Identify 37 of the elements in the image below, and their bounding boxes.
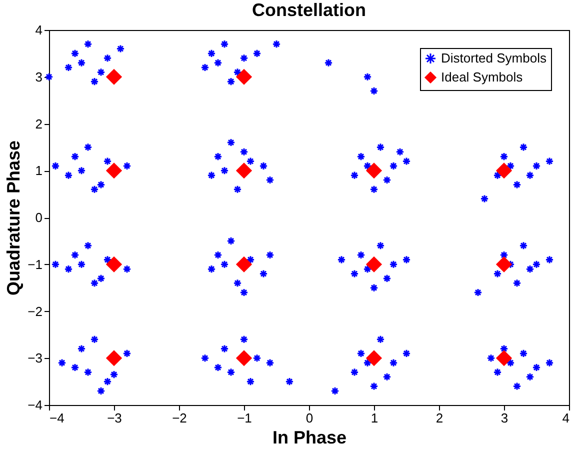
point xyxy=(496,350,512,366)
x-tick-label: −2 xyxy=(172,410,187,426)
x-tick-label: 2 xyxy=(436,410,444,426)
point xyxy=(366,162,382,179)
chart-title: Constellation xyxy=(252,0,366,20)
y-tick-label: 1 xyxy=(35,163,42,178)
y-tick-label: −2 xyxy=(28,304,42,319)
y-tick-label: 0 xyxy=(35,210,42,225)
y-tick-label: −3 xyxy=(28,350,42,366)
point xyxy=(366,256,382,272)
x-tick-label: 1 xyxy=(370,410,378,426)
y-tick-label: −1 xyxy=(28,256,42,272)
legend-label: Distorted Symbols xyxy=(441,50,547,66)
y-axis-title: Quadrature Phase xyxy=(4,140,24,296)
x-axis-title: In Phase xyxy=(272,428,347,448)
point xyxy=(496,256,512,272)
y-tick-label: −4 xyxy=(28,398,42,412)
point xyxy=(236,350,252,366)
point xyxy=(106,68,122,85)
point xyxy=(106,162,122,179)
y-tick-label: 2 xyxy=(35,116,42,132)
point xyxy=(236,256,252,272)
point xyxy=(496,162,512,179)
point xyxy=(236,162,252,179)
x-tick-label: 0 xyxy=(306,410,314,426)
x-tick-label: 3 xyxy=(500,410,508,426)
point xyxy=(106,256,122,272)
x-tick-label: −3 xyxy=(107,410,122,426)
legend-label: Ideal Symbols xyxy=(441,70,524,84)
point xyxy=(236,68,252,85)
point xyxy=(366,350,382,366)
y-tick-label: 4 xyxy=(35,22,42,38)
y-tick-label: 3 xyxy=(35,69,42,84)
x-tick-label: −4 xyxy=(50,410,64,426)
point xyxy=(106,350,122,366)
x-tick-label: 4 xyxy=(562,410,570,426)
x-tick-label: −1 xyxy=(237,410,252,426)
